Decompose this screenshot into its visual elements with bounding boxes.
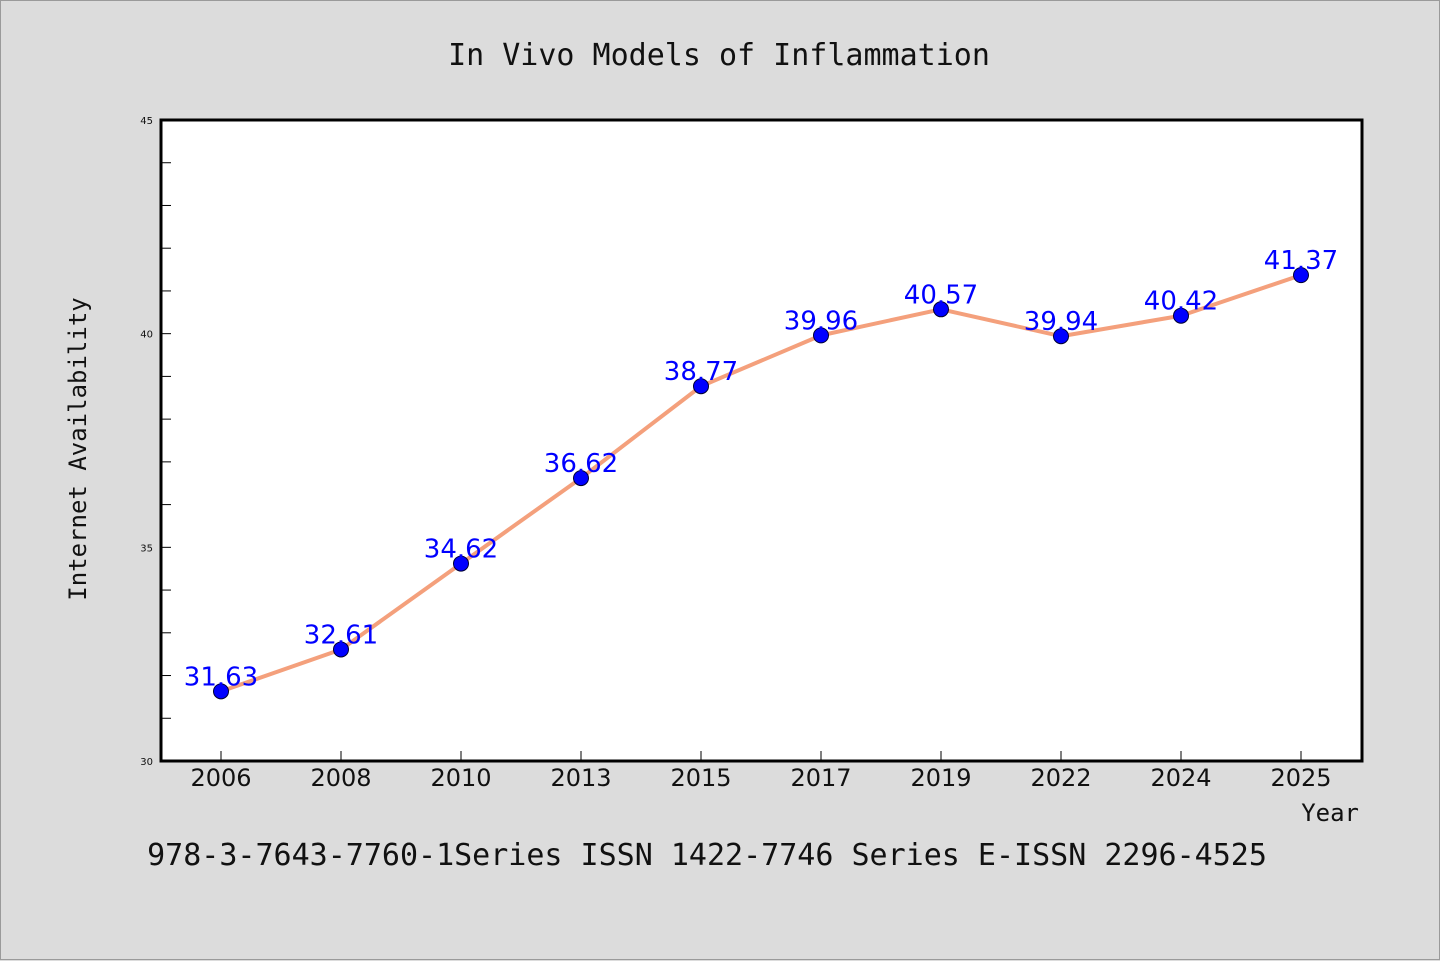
- y-tick-label: 40: [140, 330, 153, 341]
- x-tick-label: 2010: [430, 764, 491, 792]
- data-point-label: 34.62: [424, 535, 498, 565]
- data-point-label: 39.94: [1024, 307, 1098, 337]
- data-point-marker: [813, 327, 829, 344]
- x-axis: 2006 2008 2010 2013 2015 2017 2019 2022 2024 2025: [190, 751, 1332, 792]
- data-labels: 31.63 32.61 34.62 36.62 38.77 39.96 40.57 39.94…: [184, 246, 1338, 692]
- y-tick-label: 35: [140, 543, 153, 554]
- x-tick-label: 2024: [1150, 764, 1211, 792]
- footer-identifiers: 978-3-7643-7760-1Series ISSN 1422-7746 S…: [147, 838, 1267, 873]
- data-point-label: 40.42: [1144, 287, 1218, 317]
- data-point-label: 38.77: [664, 357, 738, 387]
- series-markers: [213, 267, 1309, 700]
- x-tick-label: 2015: [670, 764, 731, 792]
- x-tick-label: 2013: [550, 764, 611, 792]
- data-point-marker: [333, 641, 349, 658]
- data-point-label: 41.37: [1264, 246, 1338, 276]
- data-point-marker: [1293, 267, 1309, 284]
- y-tick-label: 30: [140, 757, 153, 768]
- plot-area: [159, 118, 1364, 763]
- x-tick-label: 2022: [1030, 764, 1091, 792]
- data-point-marker: [453, 555, 469, 572]
- data-point-marker: [1173, 307, 1189, 324]
- x-tick-label: 2008: [310, 764, 371, 792]
- series-line: [220, 273, 1302, 694]
- data-point-marker: [933, 301, 949, 318]
- data-point-marker: [573, 470, 589, 487]
- y-tick-label: 45: [140, 116, 153, 127]
- data-point-marker: [1053, 328, 1069, 345]
- y-axis: 30 35 40 45: [140, 116, 171, 768]
- data-point-label: 40.57: [904, 280, 978, 310]
- x-tick-label: 2025: [1270, 764, 1331, 792]
- y-axis-title: Internet Availability: [64, 297, 92, 600]
- x-tick-label: 2019: [910, 764, 971, 792]
- x-tick-label: 2006: [190, 764, 251, 792]
- chart-title: In Vivo Models of Inflammation: [448, 38, 990, 73]
- data-point-label: 31.63: [184, 662, 258, 692]
- x-axis-title: Year: [1301, 799, 1359, 827]
- data-point-label: 32.61: [304, 620, 378, 650]
- data-point-label: 39.96: [784, 306, 858, 336]
- data-point-label: 36.62: [544, 449, 618, 479]
- data-point-marker: [213, 683, 229, 700]
- data-point-marker: [693, 378, 709, 395]
- x-tick-label: 2017: [790, 764, 851, 792]
